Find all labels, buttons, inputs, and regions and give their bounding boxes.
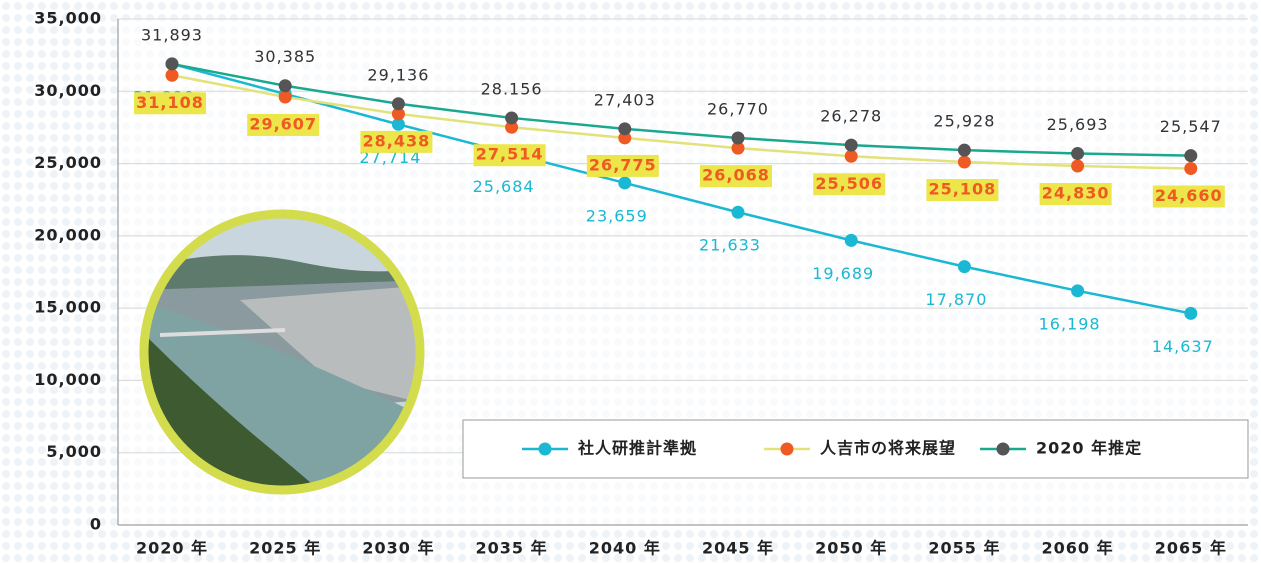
value-label: 26,068 <box>702 166 770 185</box>
chart: 0 5,000 10,000 15,000 20,000 25,000 30,000 35,0… <box>0 0 1261 563</box>
x-tick-label: 2065 年 <box>1155 539 1227 558</box>
value-label: 19,689 <box>812 264 874 283</box>
marker <box>392 97 405 110</box>
y-tick-label: 20,000 <box>34 225 102 244</box>
value-label: 27,403 <box>594 90 656 109</box>
value-label: 29,607 <box>249 114 317 133</box>
marker <box>1071 284 1084 297</box>
y-tick-label: 0 <box>90 515 102 534</box>
legend-label: 2020 年推定 <box>1036 439 1142 458</box>
marker <box>1184 307 1197 320</box>
marker <box>618 176 631 189</box>
marker <box>845 150 858 163</box>
value-label: 30,385 <box>254 47 316 66</box>
value-label: 17,870 <box>925 290 987 309</box>
marker <box>505 111 518 124</box>
marker <box>279 90 292 103</box>
value-label: 31,893 <box>141 25 203 44</box>
marker <box>958 156 971 169</box>
marker <box>166 57 179 70</box>
value-label: 25,928 <box>933 112 995 131</box>
value-label: 25,693 <box>1047 115 1109 134</box>
value-label: 26,278 <box>820 107 882 126</box>
value-label: 25,108 <box>929 180 997 199</box>
value-label: 25,684 <box>473 177 535 196</box>
value-label: 26,770 <box>707 99 769 118</box>
value-label: 23,659 <box>586 206 648 225</box>
marker <box>958 144 971 157</box>
value-label: 25,506 <box>815 174 883 193</box>
value-label: 26,775 <box>589 155 657 174</box>
marker <box>1071 147 1084 160</box>
x-tick-label: 2045 年 <box>702 539 774 558</box>
y-tick-label: 10,000 <box>34 370 102 389</box>
value-label: 24,830 <box>1042 184 1110 203</box>
y-tick-label: 25,000 <box>34 153 102 172</box>
marker <box>845 234 858 247</box>
value-label: 28,438 <box>363 131 431 150</box>
marker <box>732 131 745 144</box>
marker <box>1184 149 1197 162</box>
legend-label: 人吉市の将来展望 <box>820 439 956 458</box>
value-label: 21,633 <box>699 236 761 255</box>
value-label: 27,514 <box>476 145 544 164</box>
x-tick-label: 2060 年 <box>1042 539 1114 558</box>
value-label: 31,108 <box>136 93 204 112</box>
x-tick-label: 2055 年 <box>928 539 1000 558</box>
marker <box>958 260 971 273</box>
legend-marker <box>997 443 1010 456</box>
x-tick-label: 2035 年 <box>476 539 548 558</box>
marker <box>845 139 858 152</box>
legend-marker <box>781 443 794 456</box>
y-tick-label: 15,000 <box>34 298 102 317</box>
value-label: 25,547 <box>1160 117 1222 136</box>
x-tick-label: 2020 年 <box>136 539 208 558</box>
value-label: 16,198 <box>1039 314 1101 333</box>
legend-label: 社人研推計準拠 <box>577 439 697 458</box>
x-tick-label: 2030 年 <box>362 539 434 558</box>
value-label: 24,660 <box>1155 186 1223 205</box>
marker <box>618 122 631 135</box>
marker <box>1184 162 1197 175</box>
value-label: 14,637 <box>1152 337 1214 356</box>
marker <box>732 206 745 219</box>
marker <box>279 79 292 92</box>
x-tick-label: 2025 年 <box>249 539 321 558</box>
marker <box>166 69 179 82</box>
x-tick-label: 2050 年 <box>815 539 887 558</box>
value-label: 28.156 <box>481 79 543 98</box>
y-tick-label: 35,000 <box>34 9 102 28</box>
y-tick-label: 5,000 <box>46 442 102 461</box>
legend-marker <box>539 443 552 456</box>
value-label: 29,136 <box>367 65 429 84</box>
y-tick-label: 30,000 <box>34 81 102 100</box>
x-tick-label: 2040 年 <box>589 539 661 558</box>
marker <box>1071 160 1084 173</box>
